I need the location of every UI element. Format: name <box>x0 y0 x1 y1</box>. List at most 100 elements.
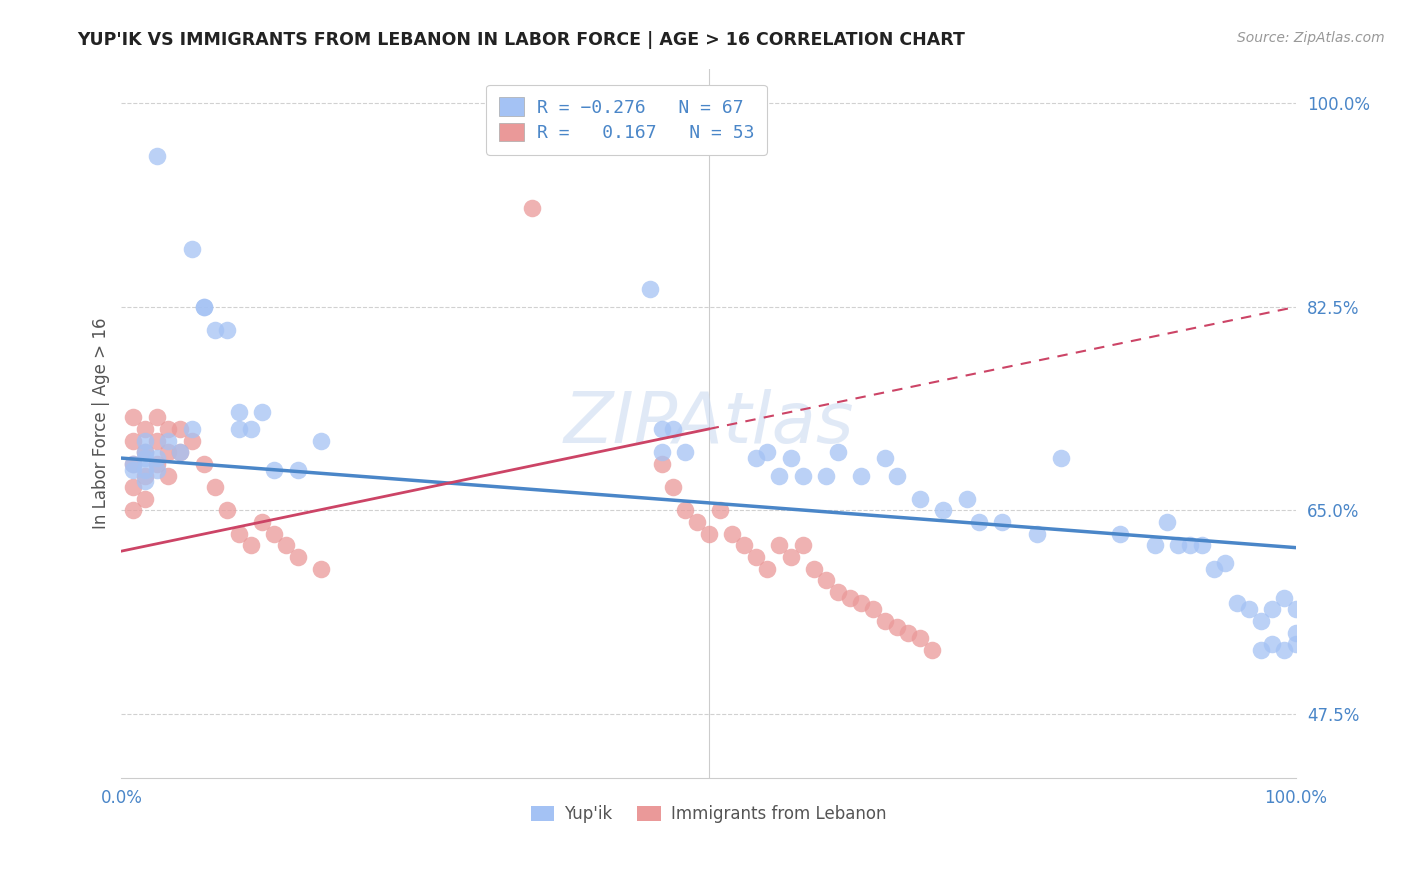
Point <box>932 503 955 517</box>
Point <box>768 538 790 552</box>
Point <box>792 468 814 483</box>
Point <box>744 549 766 564</box>
Point <box>908 491 931 506</box>
Point <box>169 422 191 436</box>
Point <box>1285 637 1308 651</box>
Point <box>1226 597 1249 611</box>
Point <box>897 625 920 640</box>
Point <box>967 515 990 529</box>
Point <box>287 463 309 477</box>
Point <box>180 422 202 436</box>
Point <box>1285 602 1308 616</box>
Y-axis label: In Labor Force | Age > 16: In Labor Force | Age > 16 <box>93 318 110 529</box>
Point <box>651 457 673 471</box>
Point <box>1261 602 1284 616</box>
Point <box>1250 614 1272 628</box>
Point <box>145 149 167 163</box>
Point <box>522 201 544 215</box>
Point <box>204 323 226 337</box>
Point <box>886 620 908 634</box>
Point <box>193 300 215 314</box>
Point <box>263 526 285 541</box>
Point <box>1272 643 1295 657</box>
Point <box>145 463 167 477</box>
Point <box>815 468 838 483</box>
Point <box>1026 526 1049 541</box>
Point <box>1202 561 1225 575</box>
Point <box>157 445 180 459</box>
Point <box>638 283 661 297</box>
Point <box>134 422 156 436</box>
Point <box>1108 526 1130 541</box>
Point <box>1250 643 1272 657</box>
Point <box>1167 538 1189 552</box>
Point <box>1261 637 1284 651</box>
Point <box>169 445 191 459</box>
Point <box>252 515 274 529</box>
Point <box>287 549 309 564</box>
Point <box>228 404 250 418</box>
Point <box>134 491 156 506</box>
Point <box>662 422 685 436</box>
Point <box>274 538 297 552</box>
Point <box>180 434 202 448</box>
Point <box>744 451 766 466</box>
Point <box>803 561 825 575</box>
Point <box>1156 515 1178 529</box>
Point <box>686 515 709 529</box>
Point <box>239 538 262 552</box>
Point <box>873 614 896 628</box>
Point <box>851 597 873 611</box>
Point <box>779 549 801 564</box>
Point <box>309 561 332 575</box>
Point <box>263 463 285 477</box>
Point <box>1272 591 1295 605</box>
Point <box>697 526 720 541</box>
Point <box>673 445 696 459</box>
Point <box>779 451 801 466</box>
Legend: Yup'ik, Immigrants from Lebanon: Yup'ik, Immigrants from Lebanon <box>524 798 893 830</box>
Point <box>145 410 167 425</box>
Point <box>228 526 250 541</box>
Point <box>217 323 239 337</box>
Point <box>1178 538 1201 552</box>
Point <box>1191 538 1213 552</box>
Point <box>180 242 202 256</box>
Point <box>122 503 145 517</box>
Point <box>122 457 145 471</box>
Point <box>768 468 790 483</box>
Point <box>134 463 156 477</box>
Point <box>827 584 849 599</box>
Point <box>721 526 744 541</box>
Point <box>122 434 145 448</box>
Point <box>886 468 908 483</box>
Point <box>921 643 943 657</box>
Point <box>134 445 156 459</box>
Point <box>193 300 215 314</box>
Point <box>838 591 860 605</box>
Point <box>122 463 145 477</box>
Point <box>1143 538 1166 552</box>
Point <box>145 451 167 466</box>
Point <box>851 468 873 483</box>
Point <box>309 434 332 448</box>
Point <box>662 480 685 494</box>
Text: ZIPAtlas: ZIPAtlas <box>564 389 853 458</box>
Point <box>239 422 262 436</box>
Point <box>1215 556 1237 570</box>
Point <box>733 538 755 552</box>
Point <box>956 491 979 506</box>
Text: Source: ZipAtlas.com: Source: ZipAtlas.com <box>1237 31 1385 45</box>
Point <box>217 503 239 517</box>
Point <box>134 451 156 466</box>
Point <box>252 404 274 418</box>
Point <box>134 468 156 483</box>
Point <box>204 480 226 494</box>
Point <box>873 451 896 466</box>
Point <box>228 422 250 436</box>
Point <box>122 480 145 494</box>
Point <box>157 434 180 448</box>
Point <box>756 445 779 459</box>
Point <box>651 422 673 436</box>
Point <box>815 573 838 587</box>
